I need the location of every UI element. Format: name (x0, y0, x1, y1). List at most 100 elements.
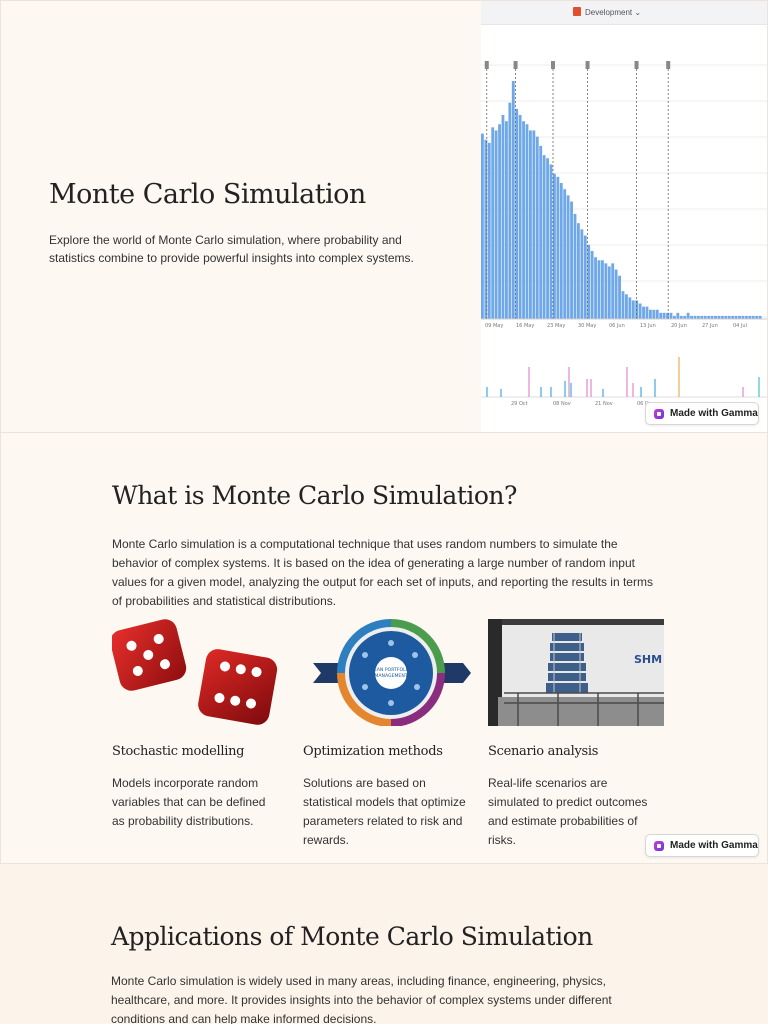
slide-applications: Applications of Monte Carlo Simulation M… (0, 864, 768, 1024)
slide-applications-description: Monte Carlo simulation is widely used in… (111, 974, 612, 1024)
screenshot-topbar: Development ⌄ (481, 1, 767, 25)
card-title: Optimization methods (303, 744, 443, 759)
histogram-bar (594, 257, 597, 319)
slide-title: Monte Carlo Simulation Explore the world… (0, 0, 768, 433)
histogram-bar (669, 312, 673, 319)
histogram-bar (570, 201, 573, 319)
lean-portfolio-wheel-image: LEAN PORTFOLIO MANAGEMENT (303, 619, 479, 726)
histogram-bar (714, 315, 717, 319)
wheel-label-line1: LEAN PORTFOLIO (371, 667, 411, 673)
release-marker-flag (513, 61, 518, 69)
card-title: Stochastic modelling (112, 744, 245, 759)
histogram-bar (481, 133, 484, 319)
histogram-bar (583, 235, 587, 319)
histogram-bar (559, 183, 563, 319)
histogram-bar (652, 309, 656, 319)
histogram-bar (597, 260, 601, 319)
histogram-bar (683, 315, 687, 319)
x-tick-label: 13 Jun (640, 323, 656, 329)
histogram-bar (556, 176, 560, 319)
red-dice-image (112, 619, 288, 726)
slide-title-heading: Monte Carlo Simulation (49, 179, 366, 210)
histogram-bar (491, 127, 495, 319)
x-tick-label: 27 Jun (702, 323, 718, 329)
chevron-down-icon: ⌄ (634, 8, 642, 17)
histogram-bar (614, 269, 618, 319)
histogram-bar (604, 263, 608, 319)
histogram-bar (700, 315, 704, 319)
shm-logo-text: SHM (634, 653, 662, 666)
histogram-bar (618, 275, 621, 319)
histogram-bar (515, 108, 519, 319)
app-logo-icon (573, 7, 581, 16)
histogram-bar (645, 306, 649, 319)
histogram-bar (539, 145, 543, 319)
histogram-bar (727, 315, 731, 319)
histogram-bar (745, 315, 748, 319)
histogram-bar (529, 130, 532, 319)
histogram-bar (631, 300, 635, 319)
histogram-bar (525, 124, 529, 320)
secondary-x-tick-label: 29 Oct (511, 401, 528, 407)
histogram-bar (703, 315, 707, 319)
gamma-logo-icon (654, 840, 664, 851)
histogram-bar (573, 213, 577, 319)
histogram-bar (501, 115, 505, 319)
histogram-bar (676, 312, 680, 319)
slide-what-is-description: Monte Carlo simulation is a computationa… (112, 537, 653, 608)
histogram-bar (642, 306, 645, 319)
histogram-bar (607, 266, 611, 319)
histogram-chart: 09 May 16 May 23 May 30 May 06 Jun 13 Jun 20 J… (481, 61, 767, 407)
card-text: Real-life scenarios are simulated to pre… (488, 776, 648, 847)
analytics-screenshot-image: Development ⌄ 09 May 16 May 23 May 30 May 06… (481, 1, 767, 432)
release-marker-flag (666, 61, 671, 69)
histogram-bar (731, 315, 735, 319)
histogram-bar (611, 263, 615, 319)
slide-title-description: Explore the world of Monte Carlo simulat… (49, 233, 414, 265)
made-with-gamma-badge[interactable]: Made with Gamma (645, 402, 759, 425)
histogram-bar (546, 158, 549, 319)
histogram-bar (707, 315, 711, 319)
histogram-bar (690, 315, 693, 319)
release-marker-flag (585, 61, 590, 69)
badge-label: Made with Gamma (670, 408, 758, 419)
histogram-bar (710, 315, 714, 319)
shake-table-building-image: SHM (488, 619, 664, 726)
histogram-bar (590, 251, 594, 319)
histogram-bar (758, 315, 762, 319)
slide-what-is: What is Monte Carlo Simulation? Monte Ca… (0, 432, 768, 864)
secondary-x-tick-label: 21 Nov (595, 401, 613, 407)
histogram-bar (511, 81, 515, 319)
histogram-bar (522, 121, 525, 320)
card-text: Models incorporate random variables that… (112, 776, 266, 828)
environment-label: Development (585, 8, 633, 17)
histogram-bar (535, 136, 539, 319)
environment-selector: Development ⌄ (573, 7, 641, 17)
histogram-bar (508, 102, 512, 319)
histogram-bar (505, 121, 508, 320)
histogram-bar (621, 291, 625, 319)
histogram-bar (666, 312, 669, 319)
histogram-bar (741, 315, 745, 319)
histogram-bar (566, 195, 570, 319)
histogram-bar (738, 315, 741, 319)
histogram-bar (748, 315, 752, 319)
histogram-bar (659, 312, 663, 319)
histogram-bar (549, 164, 553, 319)
made-with-gamma-badge[interactable]: Made with Gamma (645, 834, 759, 857)
histogram-bar (662, 312, 666, 319)
x-tick-label: 04 Jul (733, 323, 747, 329)
secondary-x-tick-label: 08 Nov (553, 401, 571, 407)
histogram-bar (755, 315, 759, 319)
histogram-bar (724, 315, 728, 319)
wheel-label-line2: MANAGEMENT (374, 673, 407, 679)
x-tick-label: 30 May (578, 323, 596, 329)
histogram-bar (734, 315, 738, 319)
card-scenario-analysis: SHM Scenario analysis Real-li (488, 619, 664, 850)
card-title: Scenario analysis (488, 744, 599, 759)
histogram-bar (542, 155, 546, 319)
histogram-bar (625, 294, 628, 319)
card-optimization-methods: LEAN PORTFOLIO MANAGEMENT Optimization m… (303, 619, 479, 850)
histogram-bar (580, 229, 584, 319)
histogram-bar (553, 173, 556, 319)
